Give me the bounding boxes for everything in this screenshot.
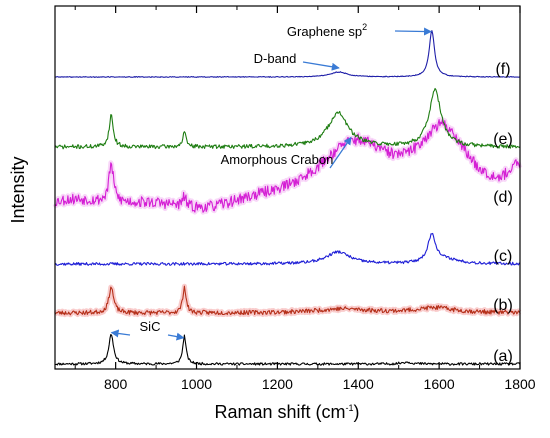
- trace-2: [54, 232, 521, 266]
- trace-5: [54, 30, 520, 78]
- x-tick-label: 800: [104, 376, 128, 392]
- trace-1: [54, 285, 521, 316]
- trace-0: [55, 333, 521, 366]
- annotation-arrow: [167, 332, 185, 341]
- trace-label: (b): [493, 297, 513, 314]
- annotation-arrow: [394, 27, 433, 36]
- annotation-arrow: [329, 136, 352, 169]
- x-tick-label: 1000: [181, 376, 212, 392]
- annotation-label: Graphene sp2: [287, 22, 367, 39]
- x-axis-label: Raman shift (cm-1): [214, 402, 359, 422]
- annotation-arrow: [110, 329, 131, 338]
- x-axis: 800 1000 1200 1400 1600 1800: [74, 6, 536, 392]
- trace-label: (d): [493, 189, 513, 206]
- trace-label: (c): [494, 248, 513, 265]
- trace-label: (e): [493, 131, 513, 148]
- annotations-group: SiC Amorphous Crabon D-band Graphene sp2: [110, 22, 433, 341]
- y-axis-label: Intensity: [8, 156, 28, 223]
- trace-labels: (a) (b) (c) (d) (e) (f): [493, 61, 513, 365]
- annotation-label: SiC: [140, 319, 161, 334]
- traces-group: [52, 30, 523, 366]
- trace-4: [54, 87, 521, 150]
- x-tick-label: 1400: [343, 376, 374, 392]
- trace-label: (a): [493, 348, 513, 365]
- annotation-arrow: [302, 61, 340, 71]
- plot-frame: [54, 5, 521, 370]
- x-tick-label: 1600: [424, 376, 455, 392]
- trace-label: (f): [495, 61, 510, 78]
- annotation-label: D-band: [254, 51, 297, 66]
- x-tick-label: 1800: [504, 376, 535, 392]
- annotation-label: Amorphous Crabon: [221, 152, 334, 167]
- x-tick-label: 1200: [262, 376, 293, 392]
